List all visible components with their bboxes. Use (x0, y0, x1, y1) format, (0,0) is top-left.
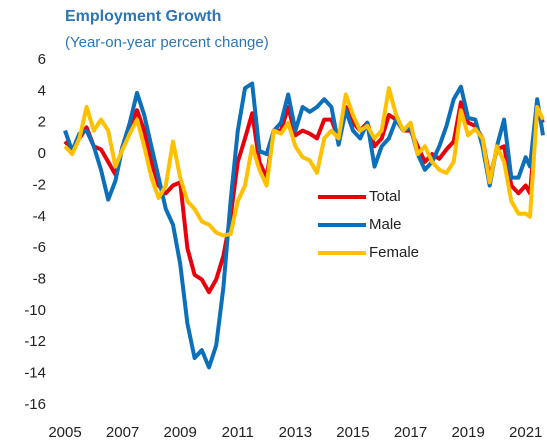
chart-title: Employment Growth (65, 8, 221, 25)
y-tick-label: -16 (24, 396, 46, 413)
y-tick-label: -12 (24, 333, 46, 350)
y-tick-label: -10 (24, 302, 46, 319)
x-tick-label: 2021 (509, 424, 542, 441)
y-tick-label: -6 (33, 239, 46, 256)
x-tick-label: 2005 (48, 424, 81, 441)
legend-label: Total (369, 188, 401, 205)
x-tick-label: 2007 (106, 424, 139, 441)
y-tick-label: -14 (24, 365, 46, 382)
y-tick-label: 4 (38, 82, 46, 99)
chart-subtitle: (Year-on-year percent change) (65, 34, 269, 51)
y-tick-label: 2 (38, 114, 46, 131)
series-line (63, 81, 545, 370)
y-tick-label: -4 (33, 208, 46, 225)
x-tick-label: 2017 (394, 424, 427, 441)
legend-label: Male (369, 216, 402, 233)
x-tick-label: 2013 (279, 424, 312, 441)
x-tick-label: 2009 (163, 424, 196, 441)
y-tick-label: 6 (38, 51, 46, 68)
series-line (63, 86, 545, 238)
y-tick-label: -8 (33, 271, 46, 288)
y-tick-label: -2 (33, 176, 46, 193)
x-tick-label: 2011 (222, 424, 254, 441)
y-tick-label: 0 (38, 145, 46, 162)
x-tick-label: 2015 (336, 424, 369, 441)
legend-label: Female (369, 244, 419, 261)
x-tick-label: 2019 (451, 424, 484, 441)
